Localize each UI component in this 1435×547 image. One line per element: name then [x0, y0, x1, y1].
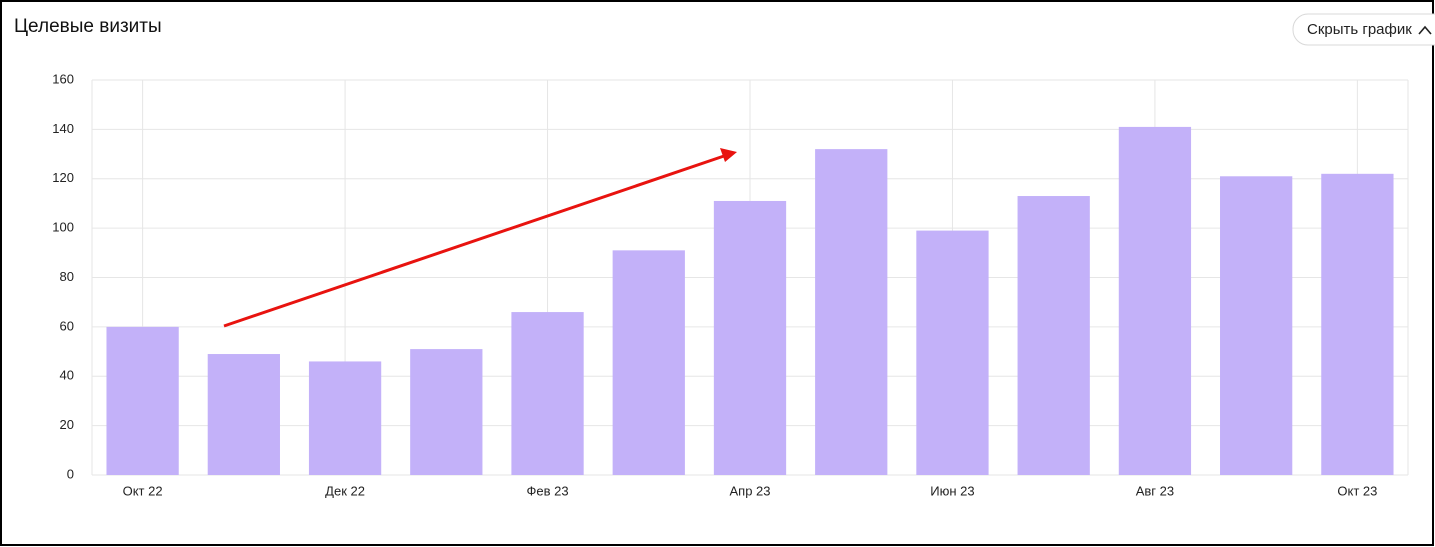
plot-area: 0 20 40 60 80 100 120 140 160 Окт 22 Дек 22 Фев 23 А…	[52, 71, 1409, 498]
y-tick-label: 0	[67, 466, 74, 481]
y-tick-label: 20	[60, 417, 74, 432]
bar	[916, 230, 989, 475]
button-label: Скрыть график	[1307, 21, 1412, 38]
bar	[1321, 173, 1394, 475]
arrow-head	[720, 148, 737, 162]
y-tick-label: 100	[52, 220, 74, 235]
x-tick-label: Окт 22	[123, 483, 163, 498]
y-tick-label: 80	[60, 269, 74, 284]
hide-chart-button[interactable]: Скрыть график	[1292, 13, 1435, 46]
bar	[106, 326, 179, 475]
arrow-line	[223, 154, 725, 328]
bar	[1220, 176, 1293, 475]
y-tick-label: 40	[60, 368, 74, 383]
x-tick-label: Фев 23	[526, 483, 568, 498]
x-tick-label: Дек 22	[325, 483, 365, 498]
bar	[1017, 196, 1090, 475]
y-tick-label: 120	[52, 170, 74, 185]
y-tick-label: 140	[52, 121, 74, 136]
chevron-icon	[1418, 25, 1432, 35]
bar	[308, 361, 382, 475]
x-tick-label: Июн 23	[930, 483, 974, 498]
bar	[410, 349, 483, 475]
bar	[713, 200, 787, 475]
x-tick-label: Апр 23	[729, 483, 770, 498]
x-tick-label: Окт 23	[1337, 483, 1377, 498]
trend-arrow	[223, 148, 737, 328]
y-tick-label: 60	[60, 318, 74, 333]
bar	[1118, 126, 1192, 475]
bar	[511, 312, 584, 475]
chart-title: Целевые визиты	[14, 16, 162, 37]
y-tick-label: 160	[52, 71, 74, 86]
x-tick-label: Авг 23	[1136, 483, 1174, 498]
bar	[815, 149, 888, 475]
bar	[612, 250, 685, 475]
button-bg	[1292, 13, 1435, 46]
bar	[207, 354, 280, 475]
